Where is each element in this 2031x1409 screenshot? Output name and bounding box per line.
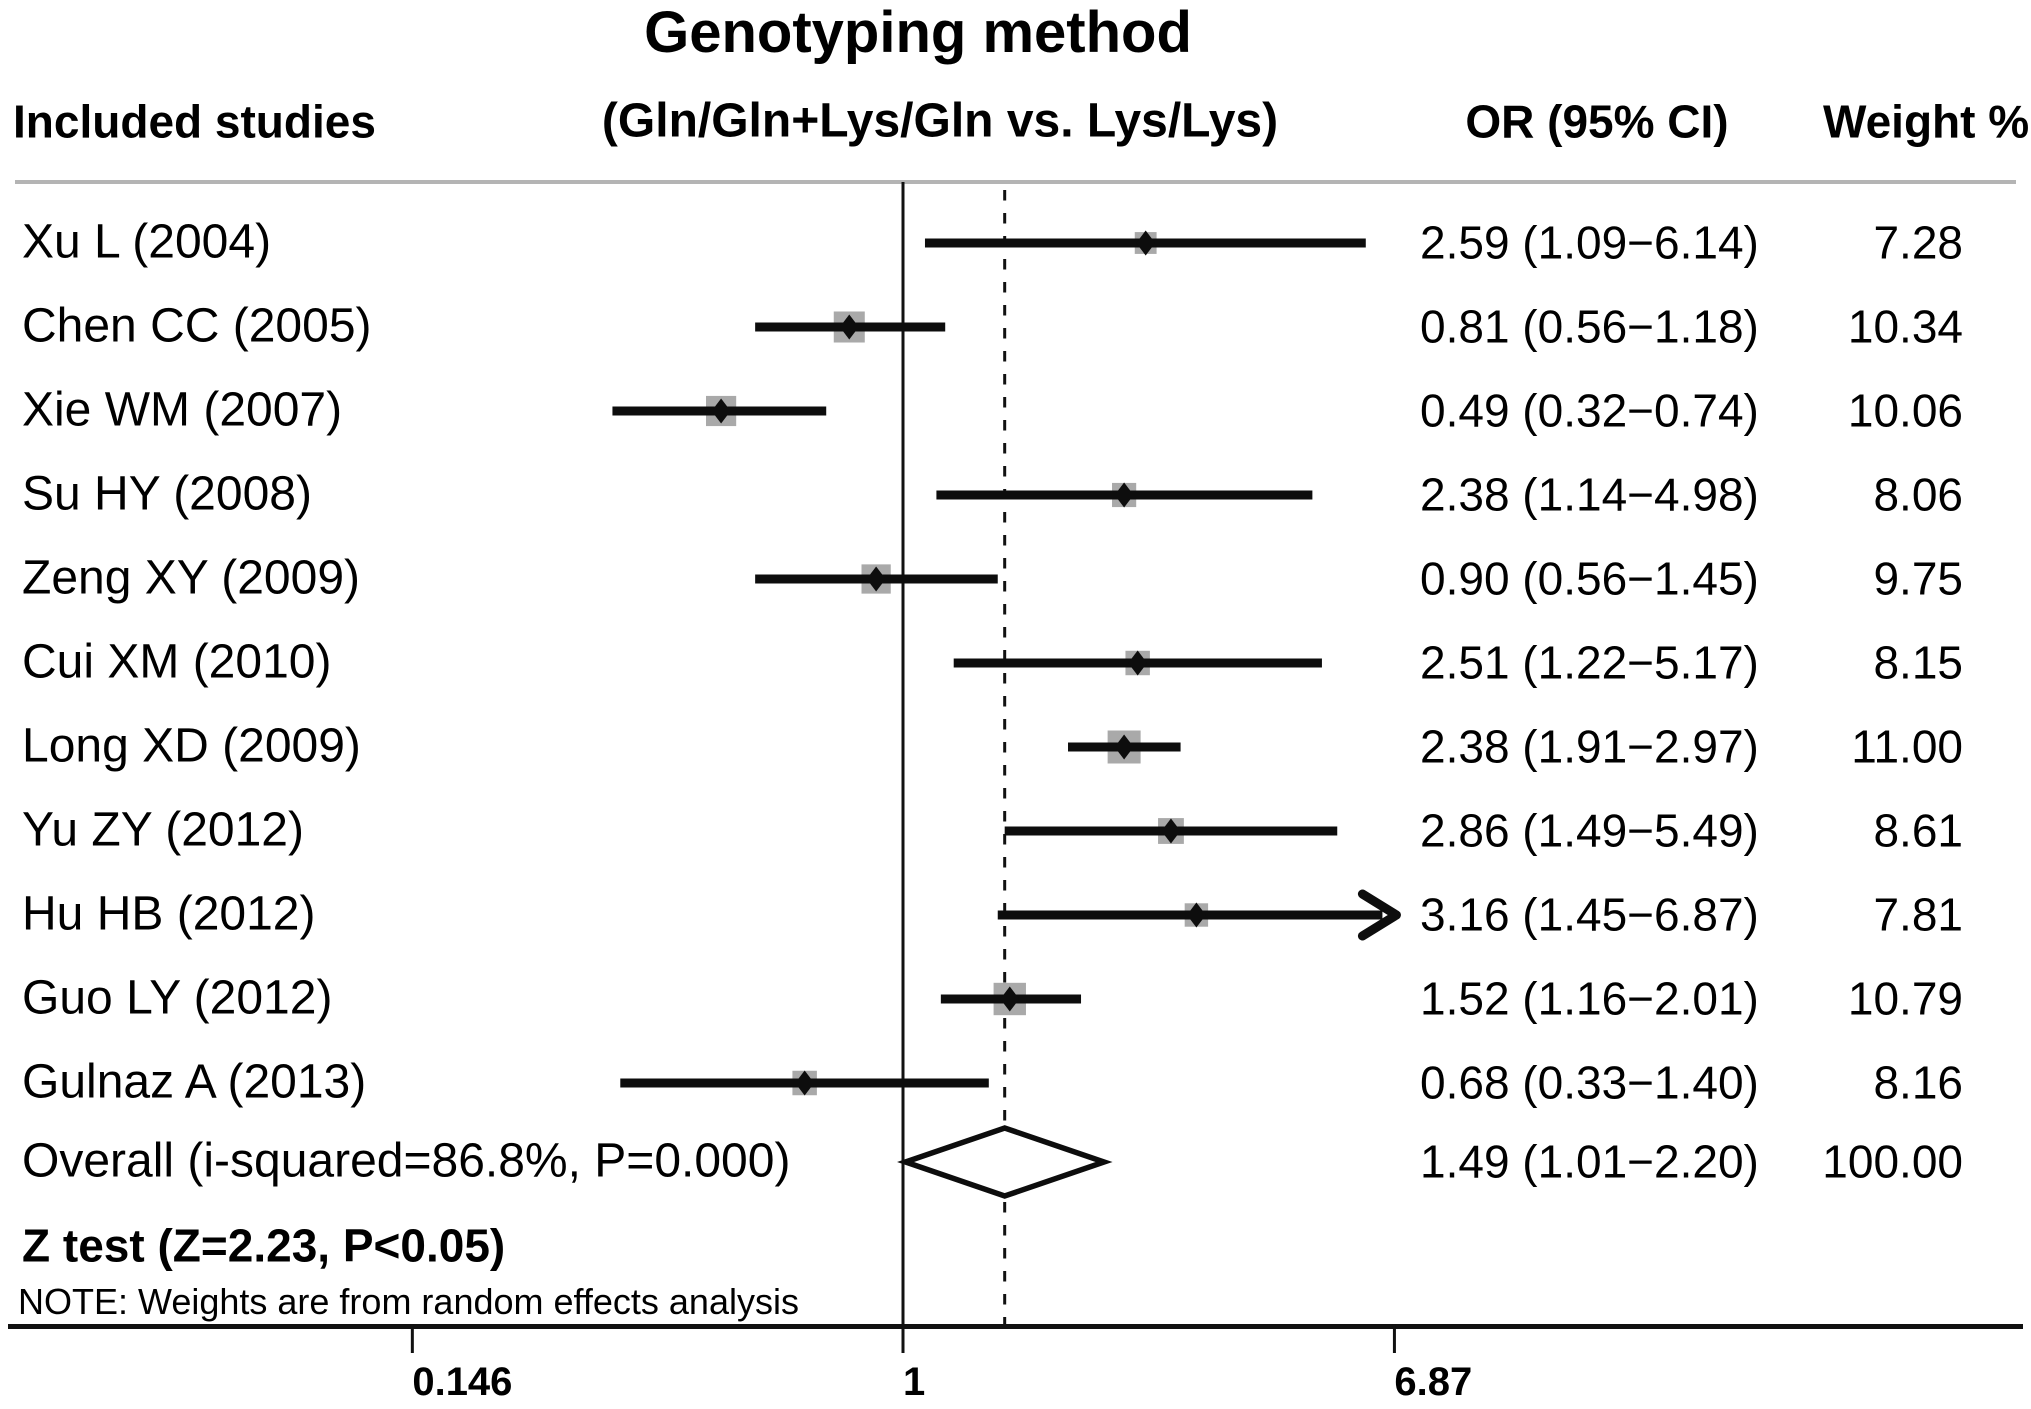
study-row-marks	[997, 889, 1401, 941]
point-marker	[1128, 650, 1148, 676]
axis-tick-label: 0.146	[412, 1360, 513, 1404]
overall-diamond	[897, 1125, 1113, 1199]
study-row-marks	[755, 564, 998, 594]
overall-label: Overall (i-squared=86.8%, P=0.000)	[22, 1134, 791, 1188]
weight-value: 10.79	[1847, 972, 1963, 1025]
weight-value: 8.15	[1873, 636, 1963, 689]
point-marker	[839, 314, 859, 340]
study-label: Gulnaz A (2013)	[22, 1055, 367, 1109]
weight-value: 10.06	[1847, 384, 1963, 437]
or-ci-value: 2.51 (1.22−5.17)	[1420, 636, 1759, 689]
weight-value: 11.00	[1851, 720, 1963, 773]
study-label: Long XD (2009)	[22, 719, 361, 773]
or-ci-value: 3.16 (1.45−6.87)	[1420, 888, 1759, 941]
note-text: NOTE: Weights are from random effects an…	[18, 1281, 799, 1323]
weight-value: 8.61	[1873, 804, 1963, 857]
weight-value: 8.06	[1873, 468, 1963, 521]
point-marker	[1161, 818, 1181, 844]
study-row-marks	[936, 482, 1313, 508]
x-axis	[8, 1324, 2023, 1329]
study-row-marks	[924, 230, 1366, 256]
study-label: Xie WM (2007)	[22, 383, 343, 437]
study-label: Su HY (2008)	[22, 467, 312, 521]
or-ci-value: 1.52 (1.16−2.01)	[1420, 972, 1759, 1025]
overall-weight-value: 100.00	[1822, 1135, 1963, 1188]
point-marker	[1186, 902, 1206, 928]
point-marker	[1000, 986, 1020, 1012]
study-row-marks	[940, 982, 1082, 1016]
study-row-marks	[755, 311, 946, 343]
column-header-included-studies: Included studies	[13, 95, 376, 148]
study-label: Xu L (2004)	[22, 215, 272, 269]
chart-title: Genotyping method	[644, 0, 1192, 66]
or-ci-value: 2.38 (1.14−4.98)	[1420, 468, 1759, 521]
study-row-marks	[1068, 730, 1181, 764]
point-marker	[795, 1070, 815, 1096]
or-ci-value: 2.86 (1.49−5.49)	[1420, 804, 1759, 857]
point-marker	[1114, 734, 1134, 760]
or-ci-value: 0.68 (0.33−1.40)	[1420, 1056, 1759, 1109]
weight-value: 9.75	[1873, 552, 1963, 605]
header-rule	[15, 180, 2016, 184]
weight-value: 10.34	[1847, 300, 1963, 353]
or-ci-value: 2.38 (1.91−2.97)	[1420, 720, 1759, 773]
chart-subtitle: (Gln/Gln+Lys/Gln vs. Lys/Lys)	[601, 94, 1279, 148]
point-marker	[1136, 230, 1156, 256]
or-ci-value: 0.49 (0.32−0.74)	[1420, 384, 1759, 437]
weight-value: 7.81	[1873, 888, 1963, 941]
study-row-marks	[620, 1070, 989, 1096]
point-marker	[711, 398, 731, 424]
weight-value: 7.28	[1873, 216, 1963, 269]
ci-arrow-right	[1357, 889, 1401, 941]
study-label: Chen CC (2005)	[22, 299, 372, 353]
or-ci-value: 0.90 (0.56−1.45)	[1420, 552, 1759, 605]
study-label: Yu ZY (2012)	[22, 803, 304, 857]
weight-value: 8.16	[1873, 1056, 1963, 1109]
study-label: Guo LY (2012)	[22, 971, 333, 1025]
column-header-or-ci: OR (95% CI)	[1465, 95, 1729, 148]
study-label: Hu HB (2012)	[22, 887, 316, 941]
point-marker	[866, 566, 886, 592]
or-ci-value: 0.81 (0.56−1.18)	[1420, 300, 1759, 353]
or-ci-value: 2.59 (1.09−6.14)	[1420, 216, 1759, 269]
z-test-text: Z test (Z=2.23, P<0.05)	[22, 1219, 506, 1272]
study-row-marks	[1004, 818, 1338, 844]
overall-or-ci-value: 1.49 (1.01−2.20)	[1420, 1135, 1759, 1188]
axis-tick-label: 6.87	[1394, 1360, 1473, 1404]
study-row-marks	[612, 395, 827, 427]
study-label: Cui XM (2010)	[22, 635, 332, 689]
column-header-weight: Weight %	[1823, 95, 2030, 148]
study-row-marks	[953, 650, 1322, 676]
study-label: Zeng XY (2009)	[22, 551, 360, 605]
axis-tick-label: 1	[903, 1360, 926, 1404]
point-marker	[1114, 482, 1134, 508]
